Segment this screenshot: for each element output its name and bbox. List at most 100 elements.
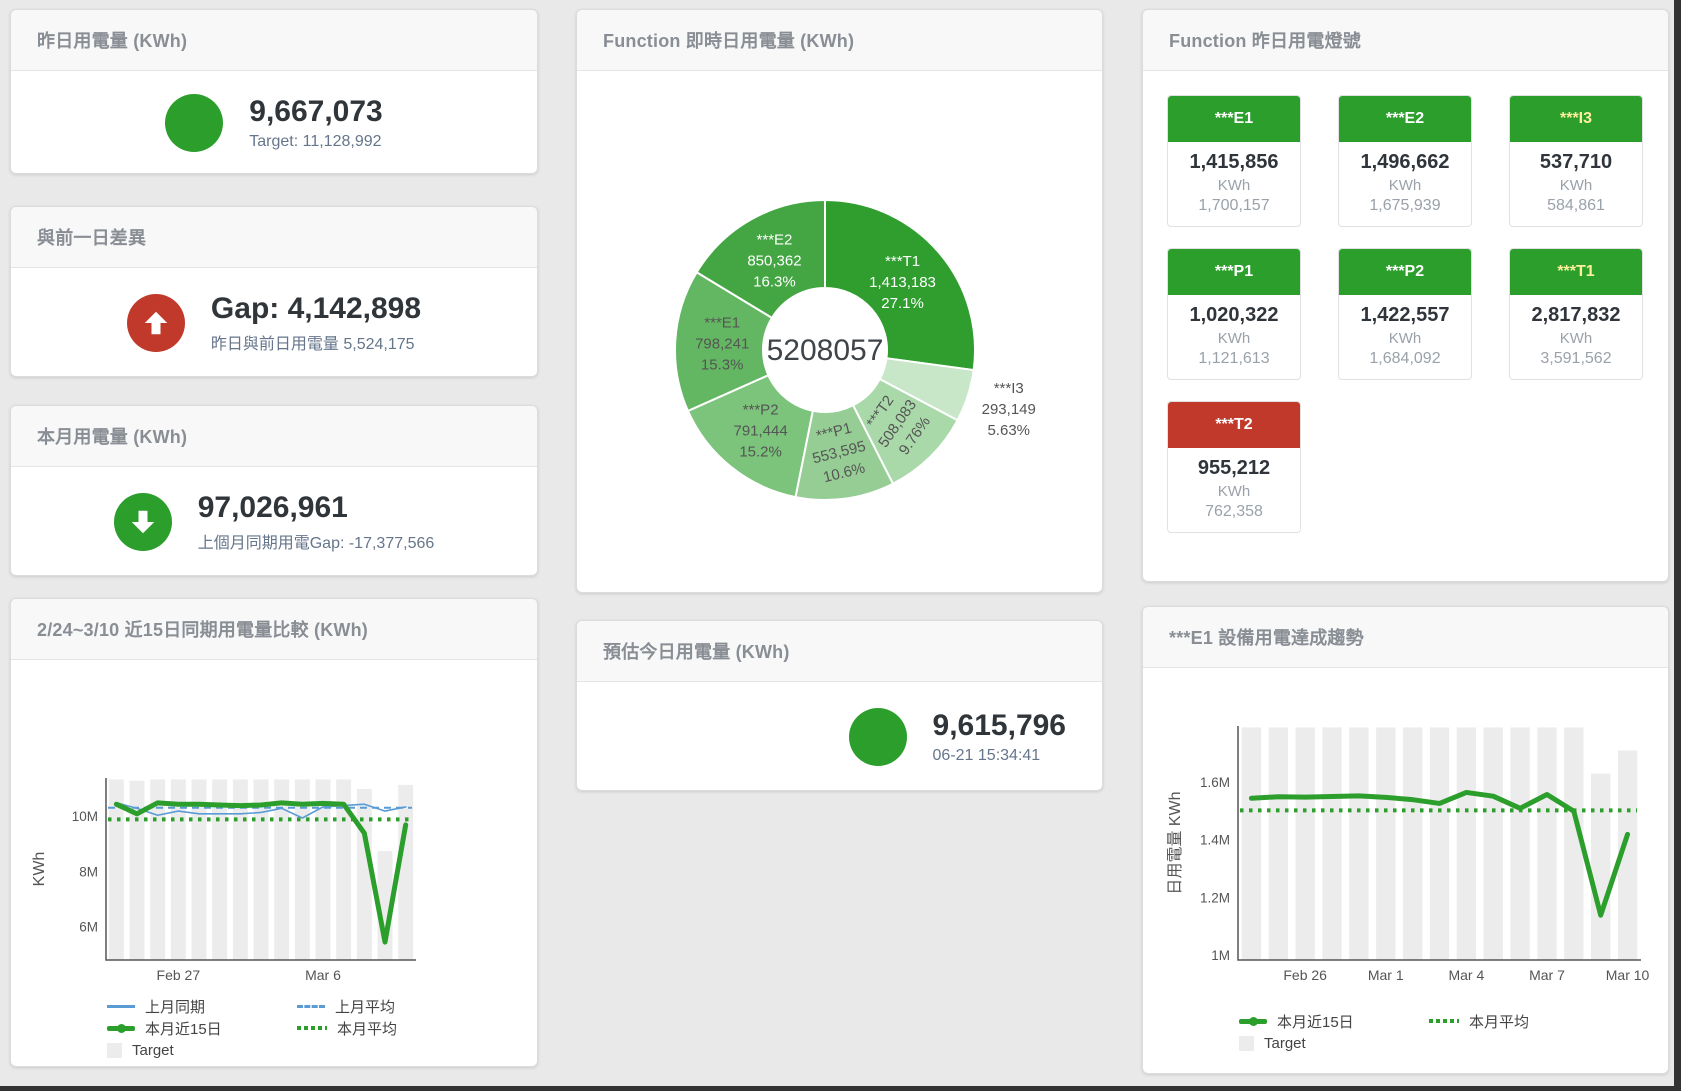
- target-bar: [253, 779, 269, 960]
- legend-swatch-icon: [1239, 1035, 1254, 1051]
- horizontal-scrollbar[interactable]: [0, 1086, 1681, 1091]
- kpi-value: Gap: 4,142,898: [210, 291, 422, 325]
- device-tile-status-header: ***T1: [1510, 249, 1642, 295]
- target-bar: [398, 784, 414, 960]
- target-bar: [1483, 727, 1503, 960]
- legend-item: 本月近15日: [107, 1018, 297, 1039]
- series-line: [115, 802, 407, 819]
- device-tile-status-header: ***P1: [1168, 249, 1300, 295]
- target-bar: [1429, 727, 1450, 960]
- legend-label: 本月近15日: [1277, 1013, 1354, 1031]
- card-title: 2/24~3/10 近15日同期用電量比較 (KWh): [11, 599, 537, 660]
- kpi-text: Gap: 4,142,898 昨日與前日用電量 5,524,175: [211, 292, 421, 355]
- y-axis-label: 日用電量 KWh: [1167, 791, 1184, 894]
- card-title: 昨日用電量 (KWh): [11, 10, 537, 71]
- x-tick-label: Feb 27: [157, 967, 201, 983]
- legend-swatch-icon: [107, 1004, 135, 1008]
- target-bar: [1241, 727, 1262, 960]
- target-bar: [1537, 727, 1557, 960]
- legend-label: 上月同期: [145, 998, 206, 1016]
- target-bar: [108, 779, 124, 960]
- legend-item: Target: [107, 1042, 174, 1059]
- device-tile: ***T2 955,212 KWh 762,358: [1167, 401, 1301, 533]
- y-tick-label: 1.4M: [1200, 833, 1230, 848]
- card-yesterday-status-lights: Function 昨日用電燈號 ***E1 1,415,856 KWh 1,700,1…: [1142, 9, 1669, 582]
- y-tick-label: 6M: [79, 919, 98, 934]
- y-tick-label: 1.6M: [1200, 775, 1230, 790]
- legend-swatch-icon: [297, 1004, 325, 1008]
- legend-item: Target: [1239, 1035, 1306, 1052]
- kpi-body: 9,615,796 06-21 15:34:41: [577, 682, 1102, 790]
- device-tile-target: 584,861: [1547, 197, 1605, 214]
- device-tile-value: 1,415,856: [1189, 151, 1279, 173]
- device-tile-value: 955,212: [1197, 457, 1271, 479]
- device-tiles-grid: ***E1 1,415,856 KWh 1,700,157 ***E2 1,496,662…: [1143, 71, 1668, 557]
- kpi-subtext: 昨日與前日用電量 5,524,175: [210, 336, 415, 354]
- legend-label: 本月平均: [1469, 1013, 1530, 1031]
- kpi-value: 9,615,796: [932, 708, 1066, 742]
- donut-segment-label: ***P2 791,444 15.2%: [733, 401, 787, 460]
- target-bar: [1456, 727, 1477, 960]
- card-title: 預估今日用電量 (KWh): [577, 621, 1102, 682]
- legend-swatch-icon: [107, 1042, 122, 1058]
- kpi-text: 9,615,796 06-21 15:34:41: [933, 709, 1066, 766]
- target-bar: [170, 779, 186, 960]
- device-tile-target: 762,358: [1205, 503, 1263, 520]
- device-tile-unit: KWh: [1217, 330, 1251, 347]
- legend-row: 上月同期 上月平均: [107, 995, 537, 1017]
- donut-segment-label: ***T1 1,413,183 27.1%: [869, 253, 936, 312]
- target-bar: [294, 779, 310, 960]
- y-axis-label: KWh: [31, 852, 48, 887]
- donut-segment: [686, 373, 814, 499]
- legend-item: 本月平均: [297, 1018, 397, 1039]
- target-bar: [1617, 750, 1638, 960]
- kpi-body: Gap: 4,142,898 昨日與前日用電量 5,524,175: [11, 268, 537, 376]
- arrow-up-icon: [126, 294, 185, 352]
- legend-label: Target: [1264, 1034, 1306, 1052]
- kpi-body: 97,026,961 上個月同期用電Gap: -17,377,566: [11, 467, 537, 575]
- device-tile-status-header: ***T2: [1168, 402, 1300, 448]
- e1-trend-line-chart: 1M 1.2M 1.4M 1.6M Feb 26 Mar 1 Mar 4 Mar 7 Mar 1…: [1167, 726, 1650, 983]
- kpi-subtext: 上個月同期用電Gap: -17,377,566: [197, 535, 435, 553]
- card-title: 本月用電量 (KWh): [11, 406, 537, 467]
- arrow-down-icon: [113, 493, 172, 551]
- donut-segment-label: ***E2 850,362 16.3%: [747, 231, 801, 290]
- x-tick-label: Mar 10: [1606, 967, 1650, 983]
- legend-swatch-icon: [297, 1026, 327, 1030]
- comparison-chart-legend: 上月同期 上月平均本月近15日 本月平均 Target: [107, 995, 537, 1061]
- kpi-body: 9,667,073 Target: 11,128,992: [11, 71, 537, 173]
- trend-chart-legend: 本月近15日 本月平均 Target: [1239, 1010, 1668, 1054]
- x-tick-label: Mar 4: [1448, 967, 1484, 983]
- card-title: 與前一日差異: [11, 207, 537, 268]
- legend-item: 本月平均: [1429, 1011, 1529, 1032]
- device-tile: ***P1 1,020,322 KWh 1,121,613: [1167, 248, 1301, 380]
- device-tile-target: 1,121,613: [1198, 350, 1270, 367]
- card-title: ***E1 設備用電達成趨勢: [1143, 607, 1668, 668]
- device-tile: ***E2 1,496,662 KWh 1,675,939: [1338, 95, 1472, 227]
- device-tile-unit: KWh: [1559, 330, 1593, 347]
- card-title: Function 昨日用電燈號: [1143, 10, 1668, 71]
- target-bar: [150, 779, 166, 960]
- device-tile-value: 2,817,832: [1531, 304, 1621, 326]
- device-tile: ***I3 537,710 KWh 584,861: [1509, 95, 1643, 227]
- kpi-text: 97,026,961 上個月同期用電Gap: -17,377,566: [198, 491, 435, 554]
- legend-swatch-icon: [107, 1023, 135, 1033]
- legend-row: 本月近15日 本月平均: [1239, 1010, 1668, 1032]
- legend-label: 上月平均: [335, 998, 396, 1016]
- legend-item: 上月同期: [107, 996, 297, 1017]
- card-today-estimate: 預估今日用電量 (KWh) 9,615,796 06-21 15:34:41: [576, 620, 1103, 791]
- y-tick-label: 1M: [1211, 948, 1230, 963]
- target-bar: [315, 779, 331, 960]
- legend-label: Target: [132, 1041, 174, 1059]
- chart-axes: [105, 778, 416, 961]
- donut-segment: [673, 270, 773, 413]
- device-tile-status-header: ***E2: [1339, 96, 1471, 142]
- device-tile-status-header: ***P2: [1339, 249, 1471, 295]
- device-tile-unit: KWh: [1388, 330, 1422, 347]
- vertical-scrollbar[interactable]: [1674, 0, 1681, 1091]
- device-tile: ***E1 1,415,856 KWh 1,700,157: [1167, 95, 1301, 227]
- status-circle-icon: [165, 94, 224, 152]
- donut-segment: [694, 198, 826, 320]
- target-bar: [1322, 727, 1342, 960]
- donut-segment: [823, 198, 976, 372]
